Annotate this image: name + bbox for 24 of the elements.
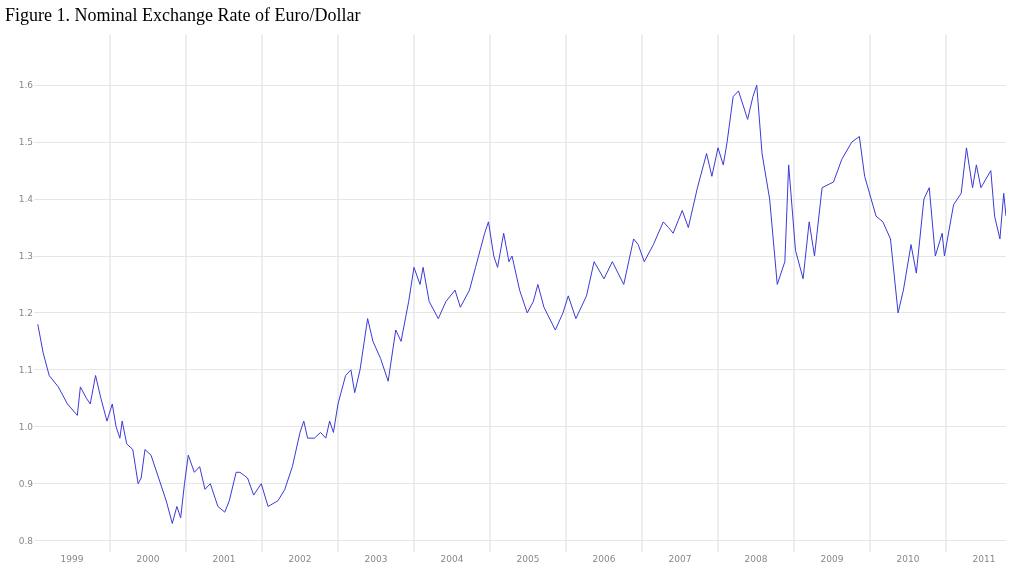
y-tick-label: 1.3	[18, 251, 33, 262]
x-tick-label: 2006	[592, 554, 616, 564]
x-tick-label: 2008	[744, 554, 768, 564]
x-tick-label: 1999	[60, 554, 84, 564]
x-tick-label: 2011	[972, 554, 996, 564]
y-tick-label: 1.6	[18, 80, 34, 91]
line-series	[37, 84, 1006, 525]
x-tick-label: 2003	[364, 554, 388, 564]
y-tick-label: 0.8	[18, 535, 34, 546]
y-tick-label: 1.2	[18, 308, 33, 319]
y-tick-label: 0.9	[18, 478, 34, 489]
x-tick-label: 2000	[136, 554, 160, 564]
x-tick-label: 2004	[440, 554, 464, 564]
x-tick-label: 2001	[212, 554, 236, 564]
y-tick-label: 1.5	[18, 137, 33, 148]
chart-title: Figure 1. Nominal Exchange Rate of Euro/Dollar	[5, 5, 361, 26]
x-tick-label: 2005	[516, 554, 540, 564]
x-tick-label: 2007	[668, 554, 692, 564]
y-tick-label: 1.4	[18, 194, 34, 205]
y-tick-label: 1.1	[18, 365, 33, 375]
x-tick-label: 2002	[288, 554, 312, 564]
x-tick-label: 2009	[820, 554, 844, 564]
x-tick-label: 2010	[896, 554, 920, 564]
y-tick-label: 1.0	[18, 421, 34, 432]
